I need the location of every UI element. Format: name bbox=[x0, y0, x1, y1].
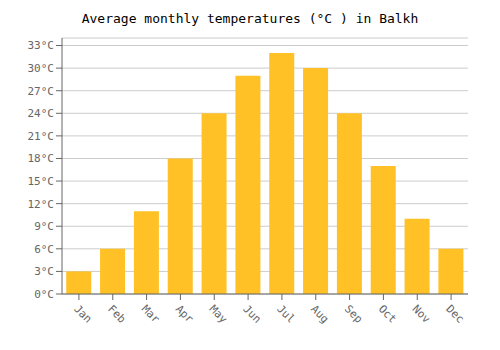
svg-text:21°C: 21°C bbox=[28, 130, 55, 143]
svg-text:12°C: 12°C bbox=[28, 198, 55, 211]
svg-text:24°C: 24°C bbox=[28, 107, 55, 120]
svg-text:15°C: 15°C bbox=[28, 175, 55, 188]
svg-text:18°C: 18°C bbox=[28, 152, 55, 165]
svg-text:Oct: Oct bbox=[376, 302, 399, 325]
svg-text:27°C: 27°C bbox=[28, 85, 55, 98]
svg-text:0°C: 0°C bbox=[34, 288, 54, 301]
svg-text:Sep: Sep bbox=[342, 302, 365, 325]
svg-text:Jun: Jun bbox=[240, 302, 263, 325]
svg-text:Feb: Feb bbox=[105, 302, 128, 325]
html-text:Average monthly temperatures (: Average monthly temperatures (°C ) in Ba… bbox=[81, 11, 419, 26]
svg-text:9°C: 9°C bbox=[34, 220, 54, 233]
svg-text:33°C: 33°C bbox=[28, 39, 55, 52]
svg-text:6°C: 6°C bbox=[34, 243, 54, 256]
svg-text:30°C: 30°C bbox=[28, 62, 55, 75]
svg-text:3°C: 3°C bbox=[34, 265, 54, 278]
svg-text:Nov: Nov bbox=[410, 302, 434, 326]
svg-text:Jul: Jul bbox=[274, 302, 297, 325]
svg-text:Jan: Jan bbox=[71, 302, 94, 325]
svg-text:Aug: Aug bbox=[308, 302, 331, 325]
svg-text:Mar: Mar bbox=[139, 302, 163, 326]
svg-text:Apr: Apr bbox=[173, 302, 197, 326]
svg-text:Dec: Dec bbox=[443, 302, 466, 325]
svg-text:May: May bbox=[207, 302, 231, 326]
